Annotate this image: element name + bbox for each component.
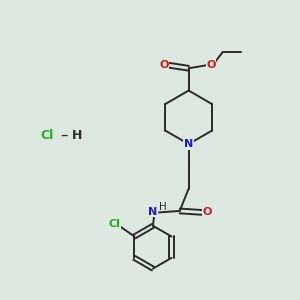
Text: N: N [184, 139, 193, 149]
Text: O: O [203, 207, 212, 218]
Text: H: H [159, 202, 167, 212]
Text: Cl: Cl [41, 129, 54, 142]
Text: O: O [159, 60, 169, 70]
Text: O: O [206, 60, 216, 70]
Text: Cl: Cl [108, 219, 120, 229]
Text: N: N [148, 207, 158, 217]
Text: H: H [72, 129, 83, 142]
Text: –: – [60, 128, 68, 142]
